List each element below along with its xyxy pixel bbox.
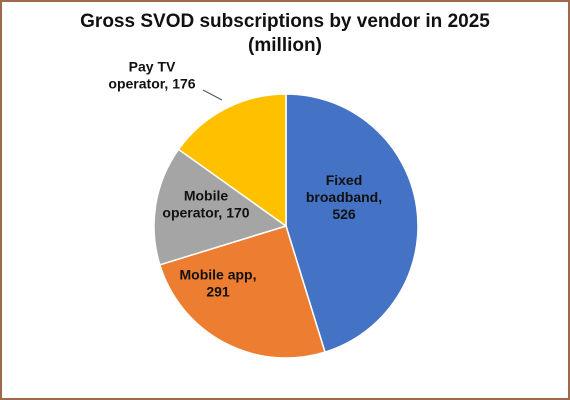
pie-slice-label-line: Pay TV — [129, 59, 176, 75]
chart-title: Gross SVOD subscriptions by vendor in 20… — [0, 10, 570, 58]
pie-slice-label-line: operator, 170 — [162, 205, 249, 221]
chart-title-line-1: Gross SVOD subscriptions by vendor in 20… — [80, 11, 490, 32]
pie-slice-label-line: Mobile — [184, 188, 229, 204]
pie-slice-label-line: Mobile app, — [180, 267, 257, 283]
pie-slice-label-line: 291 — [206, 284, 230, 300]
pie-slice-4 — [177, 93, 287, 228]
chart-title-line-2: (million) — [248, 35, 322, 56]
pie-slices — [153, 93, 419, 359]
pie-slice-label-line: Fixed — [326, 172, 363, 188]
pie-slice-2 — [158, 225, 326, 359]
pie-slice-label-3: Mobile operator, 170 — [162, 188, 249, 221]
pie-slice-label-line: 526 — [332, 206, 356, 222]
pie-slice-label-2: Mobile app, 291 — [180, 267, 257, 300]
pie-slice-label-4: Pay TV operator, 176 — [108, 59, 195, 92]
label-leader-line — [202, 89, 223, 101]
pie-slice-label-line: broadband, — [306, 189, 382, 205]
pie-slice-label-line: operator, 176 — [108, 76, 195, 92]
pie-slice-1 — [285, 93, 419, 354]
pie-slice-label-1: Fixed broadband, 526 — [306, 172, 382, 222]
pie-slice-3 — [153, 148, 288, 266]
